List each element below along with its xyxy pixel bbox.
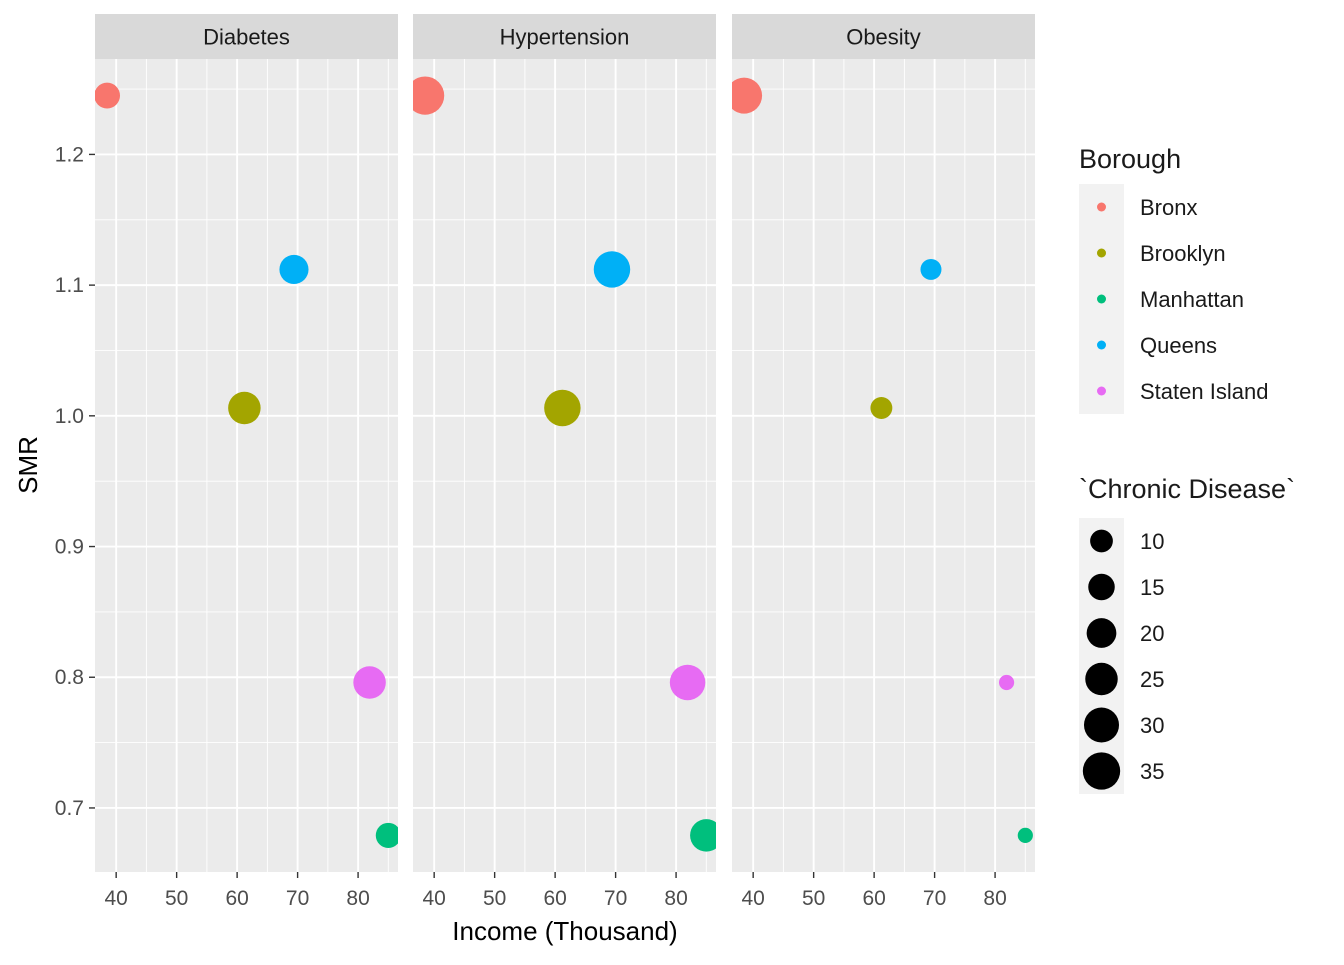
- legend-chronic-disease: `Chronic Disease` 10 15 20 25 30 35: [1079, 474, 1295, 794]
- panel-background: [95, 59, 398, 872]
- x-tick-label: 40: [741, 887, 764, 910]
- facet-panel-diabetes: Diabetes: [95, 14, 398, 872]
- data-point-obesity-brooklyn: [870, 397, 893, 419]
- legend-key-queens: [1097, 340, 1106, 350]
- legend-label: Staten Island: [1140, 379, 1268, 404]
- y-tick-label: 0.8: [55, 666, 84, 689]
- x-tick-label: 50: [165, 887, 188, 910]
- y-tick-label: 1.1: [55, 274, 84, 297]
- legend-size-key-25: [1085, 662, 1118, 696]
- legend-label: Bronx: [1140, 195, 1197, 220]
- x-axis-title: Income (Thousand): [452, 916, 677, 946]
- data-point-diabetes-queens: [279, 254, 309, 284]
- x-tick-label: 80: [983, 887, 1006, 910]
- data-point-hypertension-brooklyn: [544, 389, 581, 427]
- facet-panel-hypertension: Hypertension: [413, 14, 716, 872]
- legend-size-key-30: [1083, 707, 1120, 743]
- data-points: [732, 77, 1033, 843]
- legend-label: 20: [1140, 621, 1164, 646]
- y-tick-label: 0.7: [55, 797, 84, 820]
- legend-label: Manhattan: [1140, 287, 1244, 312]
- x-tick-label: 70: [923, 887, 946, 910]
- legend-borough: Borough Bronx Brooklyn Manhattan Queens State…: [1079, 144, 1268, 414]
- panel-background: [413, 59, 716, 872]
- legend-label: 10: [1140, 529, 1164, 554]
- x-tick-label: 50: [483, 887, 506, 910]
- legend-key-staten-island: [1097, 386, 1106, 396]
- x-tick-label: 60: [862, 887, 885, 910]
- facet-strip-label: Diabetes: [203, 25, 290, 50]
- facet-strip-label: Obesity: [846, 25, 921, 50]
- y-tick-label: 1.0: [55, 405, 84, 428]
- y-tick-label: 0.9: [55, 536, 84, 559]
- legend-key-brooklyn: [1097, 248, 1106, 258]
- data-point-diabetes-manhattan: [375, 822, 398, 848]
- legend-size-key-15: [1088, 573, 1115, 601]
- x-tick-label: 80: [346, 887, 369, 910]
- panels-layer: Diabetes Hypertension Obesity: [95, 14, 1035, 872]
- x-tick-label: 40: [104, 887, 127, 910]
- data-point-hypertension-manhattan: [690, 819, 716, 852]
- legend-label: 30: [1140, 713, 1164, 738]
- y-tick-label: 1.2: [55, 143, 84, 166]
- legend-label: 15: [1140, 575, 1164, 600]
- facet-panel-obesity: Obesity: [732, 14, 1035, 872]
- legend-label: Queens: [1140, 333, 1217, 358]
- axes-layer: 40 50 60 70 80 40 50 60 70 80 40 50 60 70 80 0.7 0.8 0.9 1…: [55, 143, 1007, 910]
- data-point-obesity-staten-island: [998, 674, 1015, 691]
- x-tick-label: 70: [286, 887, 309, 910]
- legend-size-key-20: [1086, 618, 1117, 648]
- x-tick-label: 40: [422, 887, 445, 910]
- data-point-diabetes-staten-island: [353, 666, 386, 699]
- panel-background: [732, 59, 1035, 872]
- data-point-diabetes-bronx: [95, 82, 121, 109]
- x-tick-label: 60: [543, 887, 566, 910]
- data-point-hypertension-bronx: [413, 76, 445, 115]
- y-axis-title: SMR: [13, 436, 43, 494]
- x-tick-label: 70: [604, 887, 627, 910]
- x-tick-label: 50: [802, 887, 825, 910]
- data-point-hypertension-queens: [593, 251, 631, 288]
- facet-strip: [95, 14, 398, 59]
- legend-layer: Borough Bronx Brooklyn Manhattan Queens State…: [1079, 144, 1295, 794]
- legend-key-bronx: [1097, 202, 1106, 212]
- legend-key-manhattan: [1097, 294, 1106, 304]
- legend-label: 25: [1140, 667, 1164, 692]
- x-tick-label: 80: [664, 887, 687, 910]
- legend-title-chronic-disease: `Chronic Disease`: [1079, 474, 1295, 504]
- legend-label: Brooklyn: [1140, 241, 1226, 266]
- data-point-hypertension-staten-island: [669, 664, 706, 701]
- x-tick-label: 60: [225, 887, 248, 910]
- data-points: [95, 82, 398, 848]
- facet-strip-label: Hypertension: [500, 25, 630, 50]
- legend-size-key-10: [1090, 529, 1113, 553]
- facet-strip: [413, 14, 716, 59]
- data-point-obesity-manhattan: [1017, 827, 1033, 843]
- legend-size-key-35: [1082, 752, 1121, 790]
- data-point-diabetes-brooklyn: [228, 391, 261, 425]
- data-point-obesity-bronx: [732, 77, 763, 114]
- data-point-obesity-queens: [920, 258, 942, 280]
- facet-strip: [732, 14, 1035, 59]
- legend-label: 35: [1140, 759, 1164, 784]
- legend-title-borough: Borough: [1079, 144, 1181, 174]
- data-points: [413, 76, 716, 852]
